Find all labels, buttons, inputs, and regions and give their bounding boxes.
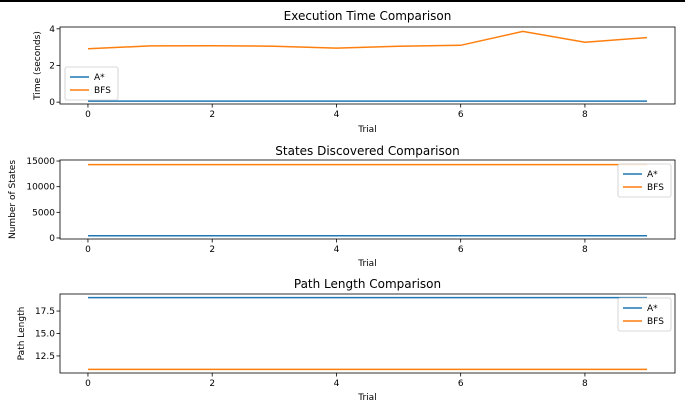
y-tick-label: 4 bbox=[49, 25, 55, 35]
x-axis-label: Trial bbox=[357, 393, 376, 403]
x-tick-label: 0 bbox=[85, 245, 91, 255]
legend-box bbox=[617, 297, 672, 332]
y-tick-label: 0 bbox=[49, 98, 55, 108]
chart-panel-3: Path Length Comparison 0 2 4 6 8 12.5 15.0 17.5 T… bbox=[17, 277, 676, 403]
x-tick-label: 2 bbox=[209, 110, 215, 120]
axes-frame bbox=[59, 26, 676, 105]
x-tick-label: 8 bbox=[582, 379, 588, 389]
x-tick-label: 4 bbox=[334, 379, 340, 389]
x-tick-label: 0 bbox=[85, 110, 91, 120]
y-tick-label: 15.0 bbox=[35, 330, 55, 340]
x-tick-label: 2 bbox=[209, 379, 215, 389]
x-tick-label: 8 bbox=[582, 110, 588, 120]
legend: A* BFS bbox=[617, 163, 672, 198]
x-tick-label: 4 bbox=[334, 245, 340, 255]
legend-label: A* bbox=[647, 304, 658, 314]
axes-frame bbox=[59, 159, 676, 240]
chart-title: Execution Time Comparison bbox=[284, 9, 452, 23]
x-tick-label: 4 bbox=[334, 110, 340, 120]
y-tick-label: 5000 bbox=[32, 208, 55, 218]
y-tick-label: 17.5 bbox=[35, 307, 55, 317]
legend-label: A* bbox=[94, 73, 105, 83]
x-tick-label: 6 bbox=[458, 245, 464, 255]
y-tick-label: 2 bbox=[49, 62, 55, 72]
x-tick-label: 6 bbox=[458, 110, 464, 120]
y-axis-label: Path Length bbox=[17, 307, 27, 361]
x-tick-label: 0 bbox=[85, 379, 91, 389]
y-tick-label: 10000 bbox=[26, 183, 55, 193]
legend-box bbox=[64, 66, 119, 101]
y-tick-label: 0 bbox=[49, 234, 55, 244]
chart-title: States Discovered Comparison bbox=[275, 144, 459, 158]
axes-frame bbox=[59, 293, 676, 374]
chart-panel-2: States Discovered Comparison 0 2 4 6 8 0 5000 10… bbox=[8, 144, 676, 269]
y-axis-label: Number of States bbox=[8, 160, 18, 239]
top-border bbox=[0, 0, 685, 2]
legend-box bbox=[617, 163, 672, 198]
y-tick-label: 12.5 bbox=[35, 352, 55, 362]
legend-label: BFS bbox=[94, 86, 111, 96]
x-axis-label: Trial bbox=[357, 125, 376, 135]
legend-label: BFS bbox=[647, 183, 664, 193]
legend: A* BFS bbox=[617, 297, 672, 332]
x-axis-label: Trial bbox=[357, 259, 376, 269]
y-tick-label: 15000 bbox=[26, 157, 55, 167]
legend-label: A* bbox=[647, 170, 658, 180]
chart-title: Path Length Comparison bbox=[294, 277, 441, 291]
x-tick-label: 6 bbox=[458, 379, 464, 389]
x-tick-label: 2 bbox=[209, 245, 215, 255]
chart-panel-1: Execution Time Comparison 0 2 4 6 8 0 2 4 Trial Ti… bbox=[33, 9, 676, 135]
legend: A* BFS bbox=[64, 66, 119, 101]
y-axis-label: Time (seconds) bbox=[33, 31, 43, 101]
legend-label: BFS bbox=[647, 317, 664, 327]
series-line-bfs bbox=[87, 30, 648, 50]
x-tick-label: 8 bbox=[582, 245, 588, 255]
